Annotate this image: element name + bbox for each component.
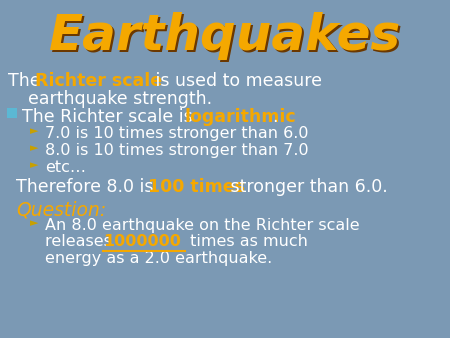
Text: 1000000: 1000000	[103, 234, 181, 249]
Text: energy as a 2.0 earthquake.: energy as a 2.0 earthquake.	[45, 251, 272, 266]
Text: times as much: times as much	[185, 234, 308, 249]
Text: etc…: etc…	[45, 160, 86, 175]
Text: releases: releases	[45, 234, 117, 249]
Text: An 8.0 earthquake on the Richter scale: An 8.0 earthquake on the Richter scale	[45, 218, 360, 233]
Text: 8.0 is 10 times stronger than 7.0: 8.0 is 10 times stronger than 7.0	[45, 143, 309, 158]
Text: ►: ►	[30, 143, 39, 153]
Text: is used to measure: is used to measure	[150, 72, 322, 90]
Text: 7.0 is 10 times stronger than 6.0: 7.0 is 10 times stronger than 6.0	[45, 126, 309, 141]
Text: .: .	[272, 108, 278, 126]
Text: stronger than 6.0.: stronger than 6.0.	[225, 178, 388, 196]
Text: Richter scale: Richter scale	[35, 72, 162, 90]
Text: earthquake strength.: earthquake strength.	[28, 90, 212, 108]
Text: Earthquakes: Earthquakes	[51, 14, 403, 62]
Text: Earthquakes: Earthquakes	[49, 12, 401, 60]
Text: ►: ►	[30, 218, 39, 228]
Text: ►: ►	[30, 126, 39, 136]
Text: Question:: Question:	[16, 200, 106, 219]
Text: 100 times: 100 times	[148, 178, 245, 196]
Text: The Richter scale is: The Richter scale is	[22, 108, 198, 126]
Text: logarithmic: logarithmic	[185, 108, 297, 126]
Text: The: The	[8, 72, 46, 90]
Text: ►: ►	[30, 160, 39, 170]
Text: Therefore 8.0 is: Therefore 8.0 is	[16, 178, 159, 196]
